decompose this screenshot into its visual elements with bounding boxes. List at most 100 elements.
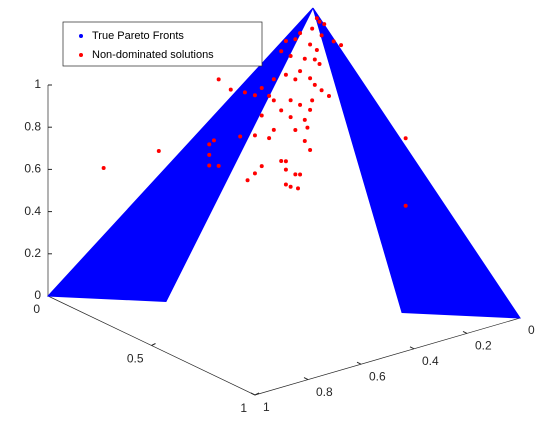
solution-point [271, 77, 276, 82]
solution-point [293, 128, 298, 133]
solution-point [308, 148, 313, 153]
legend-box [62, 21, 263, 67]
solution-point [319, 88, 324, 93]
solution-point [322, 22, 327, 27]
legend-marker [79, 53, 83, 57]
z-tick-label: 0 [34, 288, 41, 302]
solution-point [207, 142, 212, 147]
solution-point [293, 172, 298, 177]
legend-label: Non-dominated solutions [92, 49, 214, 61]
y-tick [303, 377, 309, 381]
y-tick-label: 0 [528, 323, 535, 337]
y-tick-label: 0.2 [475, 339, 492, 353]
solution-point [302, 139, 307, 144]
legend: True Pareto Fronts Non-dominated solutio… [62, 21, 263, 67]
solution-point [211, 138, 216, 143]
solution-point [326, 94, 331, 99]
axis-line [254, 317, 521, 396]
z-tick-label: 0.6 [24, 162, 41, 176]
pareto-front-face [46, 7, 314, 303]
y-tick-label: 0.8 [316, 385, 333, 399]
solution-point [267, 93, 272, 98]
solution-point [314, 47, 319, 52]
y-tick-label: 1 [263, 400, 270, 414]
solution-point [271, 127, 276, 132]
solution-point [308, 42, 313, 47]
solution-point [302, 56, 307, 61]
solution-point [331, 39, 336, 44]
y-tick-label: 0.4 [422, 354, 439, 368]
solution-point [403, 136, 408, 141]
y-tick-label: 0.6 [369, 369, 386, 383]
solution-point [310, 98, 315, 103]
solution-point [314, 16, 319, 21]
solution-point [288, 98, 293, 103]
solution-point [298, 69, 303, 74]
solution-point [310, 26, 315, 31]
y-tick [462, 330, 468, 334]
solution-point [101, 166, 106, 170]
solution-point [216, 77, 221, 82]
z-tick-label: 0.2 [24, 246, 41, 260]
solution-point [245, 178, 250, 183]
solution-point [312, 82, 317, 87]
solution-point [279, 49, 284, 54]
solution-point [319, 33, 324, 38]
solution-point [271, 98, 276, 103]
solution-point [279, 108, 284, 113]
solution-point [317, 61, 322, 66]
solution-point [216, 163, 221, 168]
solution-point [403, 203, 408, 208]
axes: 0 0.5 1 0 0.2 0.4 0.6 0.8 1 0 0.2 0.4 0.6 0.8 1 [24, 77, 535, 415]
solution-point [296, 186, 300, 191]
solution-point [308, 107, 313, 112]
solution-point [259, 86, 264, 91]
z-tick-label: 1 [34, 77, 41, 91]
solution-point [293, 37, 298, 42]
solution-point [259, 113, 264, 118]
solution-point [288, 115, 293, 120]
x-tick [151, 343, 156, 346]
solution-point [207, 152, 212, 157]
solution-point [267, 136, 272, 141]
solution-point [288, 53, 293, 58]
solution-point [317, 19, 322, 24]
solution-point [293, 77, 298, 82]
solution-point [242, 90, 247, 95]
solution-point [308, 76, 313, 81]
solution-point [279, 159, 284, 164]
pareto-front-face [312, 7, 521, 319]
solution-point [156, 149, 161, 154]
solution-point [302, 117, 307, 122]
y-tick [356, 361, 362, 365]
solution-point [312, 57, 317, 62]
solution-point [252, 93, 257, 98]
z-tick-label: 0.4 [24, 204, 41, 218]
x-tick-label: 0 [33, 302, 40, 316]
plot-area [46, 7, 521, 319]
solution-point [298, 31, 303, 36]
solution-point [283, 182, 288, 187]
solution-point [288, 184, 293, 189]
legend-label: True Pareto Fronts [92, 30, 184, 42]
solution-point [238, 134, 243, 139]
solution-point [305, 125, 310, 130]
z-tick-label: 0.8 [24, 119, 41, 133]
solution-point [283, 159, 288, 164]
solution-point [228, 87, 233, 92]
solution-point [298, 102, 303, 107]
x-tick-label: 1 [240, 401, 247, 415]
solution-point [283, 167, 288, 172]
x-tick [254, 392, 260, 396]
y-tick [409, 346, 415, 350]
solution-point [252, 133, 257, 138]
solution-point [283, 38, 288, 43]
solution-point [339, 43, 344, 48]
x-tick-label: 0.5 [127, 352, 144, 366]
solution-point [259, 164, 264, 169]
solution-point [283, 72, 288, 77]
solution-point [252, 171, 257, 176]
solution-point [298, 172, 303, 177]
y-tick [250, 392, 256, 396]
